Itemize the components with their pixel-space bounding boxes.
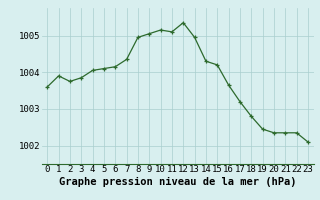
X-axis label: Graphe pression niveau de la mer (hPa): Graphe pression niveau de la mer (hPa) xyxy=(59,177,296,187)
